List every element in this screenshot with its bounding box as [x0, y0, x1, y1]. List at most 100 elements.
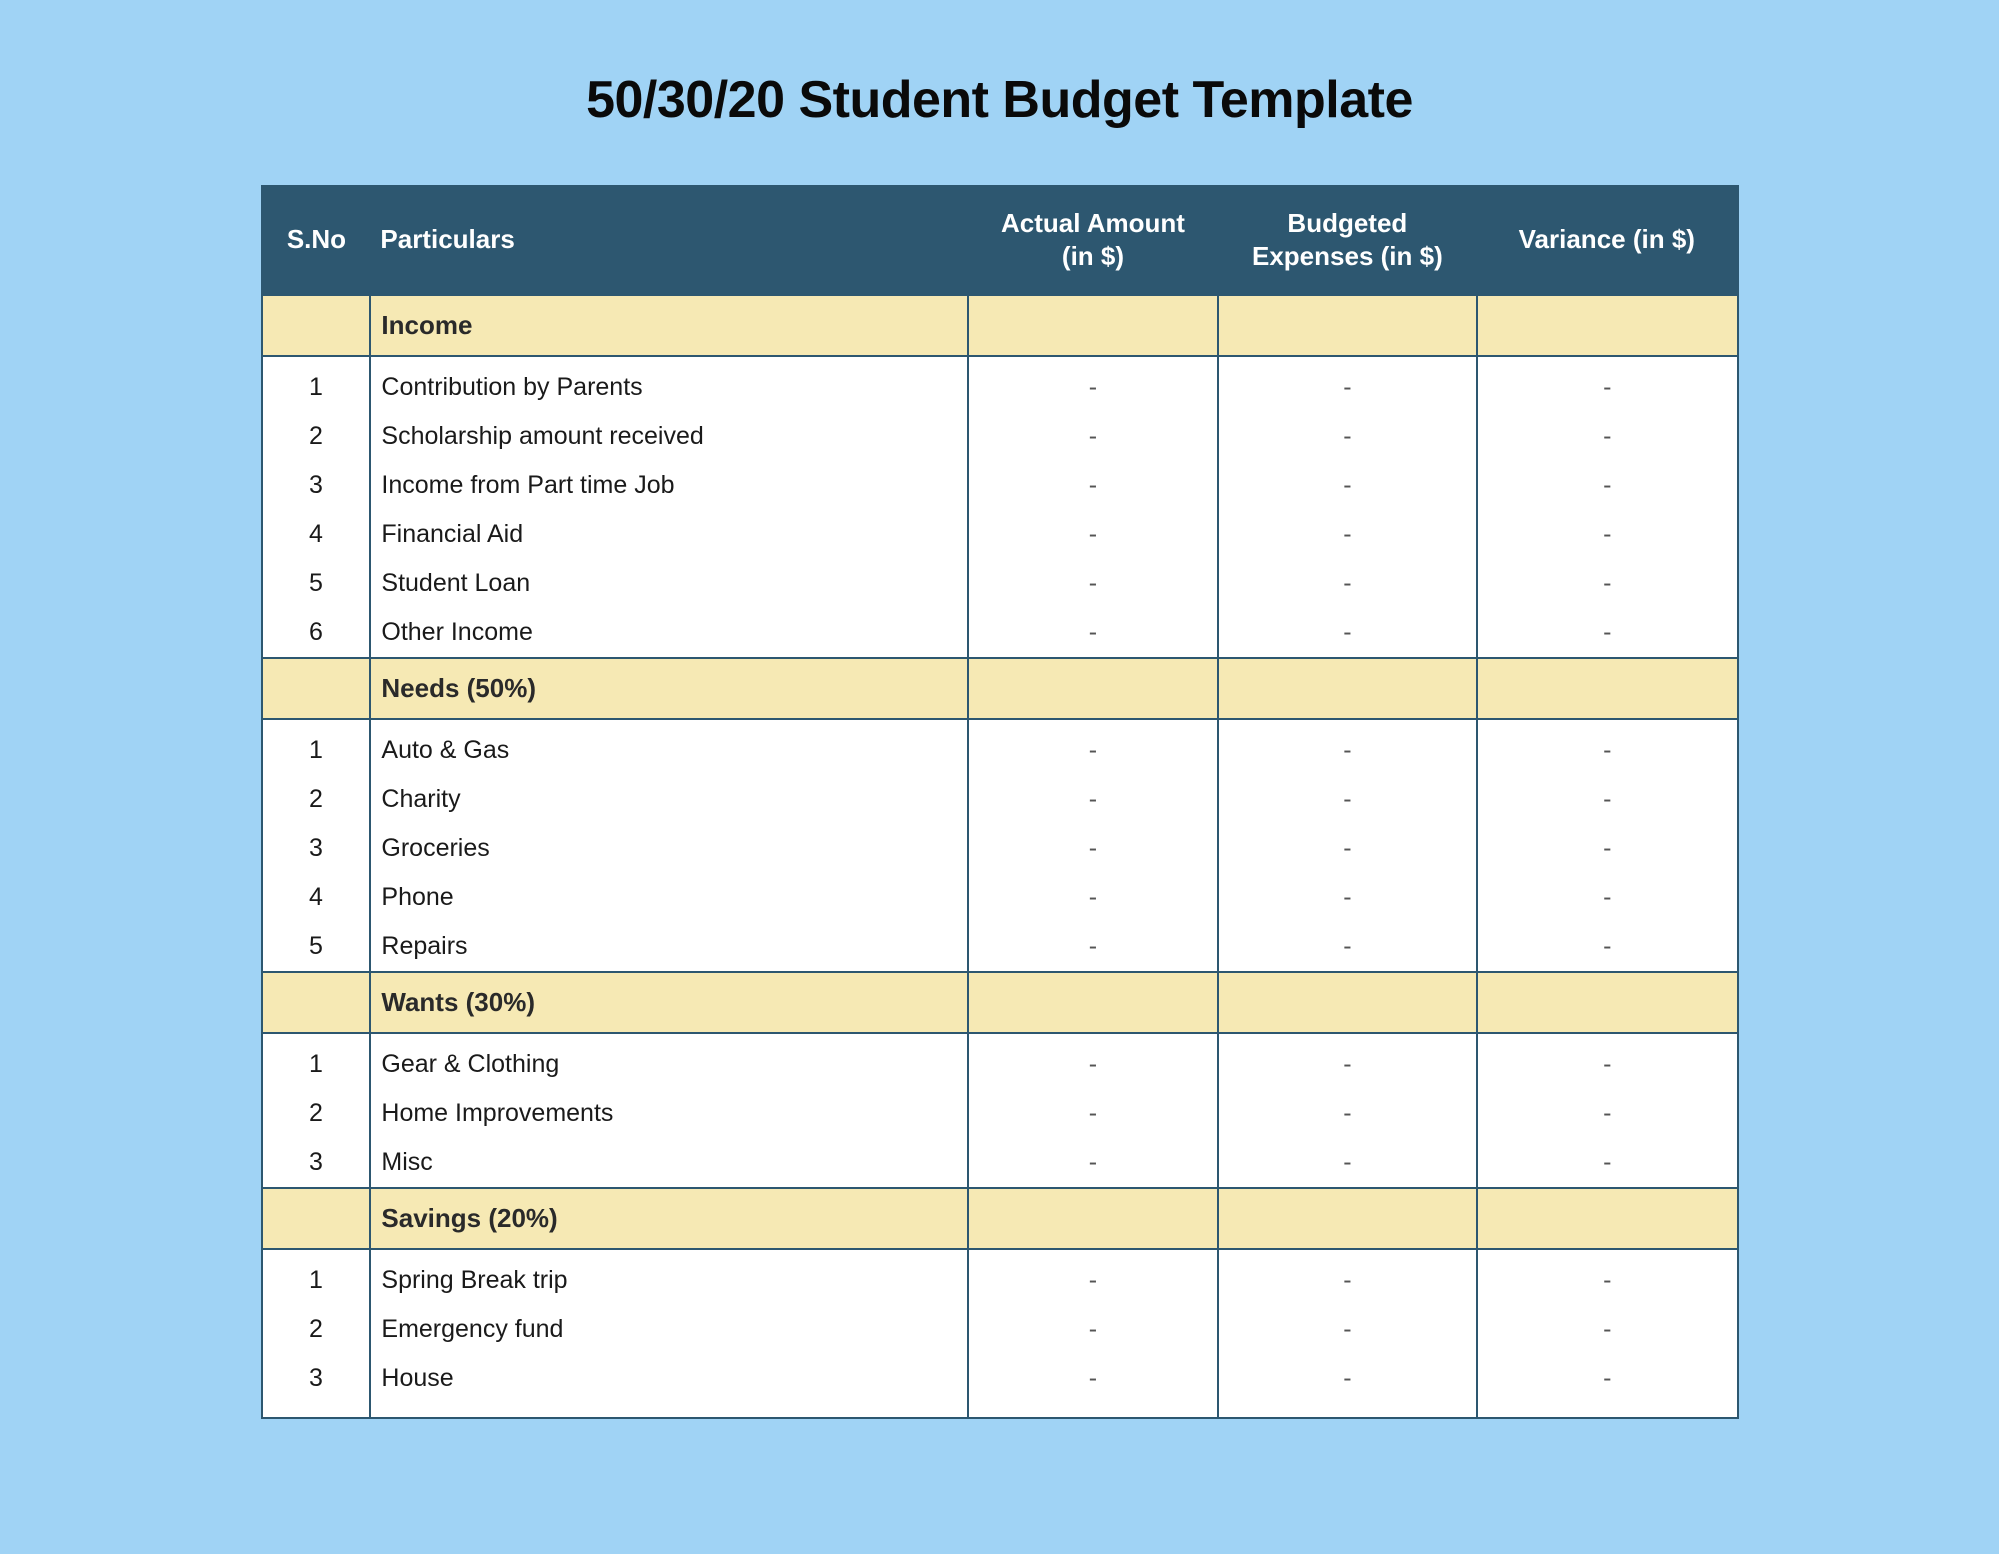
row-budgeted: - [1218, 1138, 1477, 1188]
table-row: 3House--- [263, 1354, 1737, 1417]
table-row: 2Scholarship amount received--- [263, 412, 1737, 461]
section-sno-cell [263, 972, 371, 1033]
section-actual-cell [968, 295, 1217, 356]
section-budgeted-cell [1218, 658, 1477, 719]
budget-table-container: S.No Particulars Actual Amount (in $) Bu… [261, 185, 1739, 1419]
section-actual-cell [968, 972, 1217, 1033]
col-header-variance: Variance (in $) [1477, 185, 1736, 295]
row-sno: 2 [263, 412, 371, 461]
section-budgeted-cell [1218, 295, 1477, 356]
section-label: Needs (50%) [370, 658, 968, 719]
row-variance: - [1477, 1089, 1736, 1138]
section-variance-cell [1477, 1188, 1736, 1249]
section-actual-cell [968, 658, 1217, 719]
row-particulars: Home Improvements [370, 1089, 968, 1138]
row-particulars: Gear & Clothing [370, 1033, 968, 1089]
row-variance: - [1477, 824, 1736, 873]
row-variance: - [1477, 1249, 1736, 1305]
row-variance: - [1477, 461, 1736, 510]
table-row: 3Misc--- [263, 1138, 1737, 1188]
section-sno-cell [263, 295, 371, 356]
row-sno: 3 [263, 1354, 371, 1417]
table-row: 4Financial Aid--- [263, 510, 1737, 559]
row-budgeted: - [1218, 873, 1477, 922]
row-actual: - [968, 1089, 1217, 1138]
row-sno: 2 [263, 1089, 371, 1138]
row-sno: 1 [263, 1249, 371, 1305]
table-row: 5Repairs--- [263, 922, 1737, 972]
section-variance-cell [1477, 295, 1736, 356]
row-budgeted: - [1218, 824, 1477, 873]
row-budgeted: - [1218, 1305, 1477, 1354]
row-actual: - [968, 775, 1217, 824]
row-variance: - [1477, 510, 1736, 559]
row-actual: - [968, 1354, 1217, 1417]
section-label: Wants (30%) [370, 972, 968, 1033]
table-header-row: S.No Particulars Actual Amount (in $) Bu… [263, 185, 1737, 295]
row-actual: - [968, 608, 1217, 658]
row-sno: 1 [263, 719, 371, 775]
row-particulars: Misc [370, 1138, 968, 1188]
row-budgeted: - [1218, 1249, 1477, 1305]
row-budgeted: - [1218, 412, 1477, 461]
row-particulars: Repairs [370, 922, 968, 972]
section-row: Needs (50%) [263, 658, 1737, 719]
row-budgeted: - [1218, 922, 1477, 972]
table-row: 1Auto & Gas--- [263, 719, 1737, 775]
row-budgeted: - [1218, 719, 1477, 775]
table-row: 1Gear & Clothing--- [263, 1033, 1737, 1089]
section-label: Savings (20%) [370, 1188, 968, 1249]
row-actual: - [968, 461, 1217, 510]
row-particulars: Contribution by Parents [370, 356, 968, 412]
row-particulars: Auto & Gas [370, 719, 968, 775]
row-variance: - [1477, 719, 1736, 775]
table-row: 2Emergency fund--- [263, 1305, 1737, 1354]
col-header-actual: Actual Amount (in $) [968, 185, 1217, 295]
row-particulars: Emergency fund [370, 1305, 968, 1354]
row-particulars: Charity [370, 775, 968, 824]
row-particulars: Groceries [370, 824, 968, 873]
row-sno: 3 [263, 461, 371, 510]
col-header-sno: S.No [263, 185, 371, 295]
row-particulars: House [370, 1354, 968, 1417]
section-budgeted-cell [1218, 972, 1477, 1033]
col-header-budgeted: Budgeted Expenses (in $) [1218, 185, 1477, 295]
row-particulars: Scholarship amount received [370, 412, 968, 461]
row-variance: - [1477, 775, 1736, 824]
row-sno: 5 [263, 559, 371, 608]
row-particulars: Student Loan [370, 559, 968, 608]
section-variance-cell [1477, 972, 1736, 1033]
budget-table: S.No Particulars Actual Amount (in $) Bu… [263, 185, 1737, 1417]
section-row: Savings (20%) [263, 1188, 1737, 1249]
row-particulars: Phone [370, 873, 968, 922]
table-row: 2Charity--- [263, 775, 1737, 824]
row-sno: 2 [263, 1305, 371, 1354]
row-actual: - [968, 1138, 1217, 1188]
section-label: Income [370, 295, 968, 356]
table-row: 4Phone--- [263, 873, 1737, 922]
row-budgeted: - [1218, 775, 1477, 824]
row-actual: - [968, 510, 1217, 559]
row-particulars: Financial Aid [370, 510, 968, 559]
row-sno: 1 [263, 1033, 371, 1089]
col-header-particulars: Particulars [370, 185, 968, 295]
row-sno: 4 [263, 873, 371, 922]
section-row: Wants (30%) [263, 972, 1737, 1033]
row-budgeted: - [1218, 1354, 1477, 1417]
row-actual: - [968, 1305, 1217, 1354]
row-sno: 5 [263, 922, 371, 972]
section-variance-cell [1477, 658, 1736, 719]
section-sno-cell [263, 1188, 371, 1249]
row-variance: - [1477, 559, 1736, 608]
row-actual: - [968, 1033, 1217, 1089]
row-variance: - [1477, 873, 1736, 922]
row-budgeted: - [1218, 1033, 1477, 1089]
row-sno: 3 [263, 824, 371, 873]
row-actual: - [968, 873, 1217, 922]
table-row: 3Income from Part time Job--- [263, 461, 1737, 510]
table-row: 1Spring Break trip--- [263, 1249, 1737, 1305]
row-particulars: Spring Break trip [370, 1249, 968, 1305]
section-row: Income [263, 295, 1737, 356]
row-sno: 3 [263, 1138, 371, 1188]
row-variance: - [1477, 608, 1736, 658]
